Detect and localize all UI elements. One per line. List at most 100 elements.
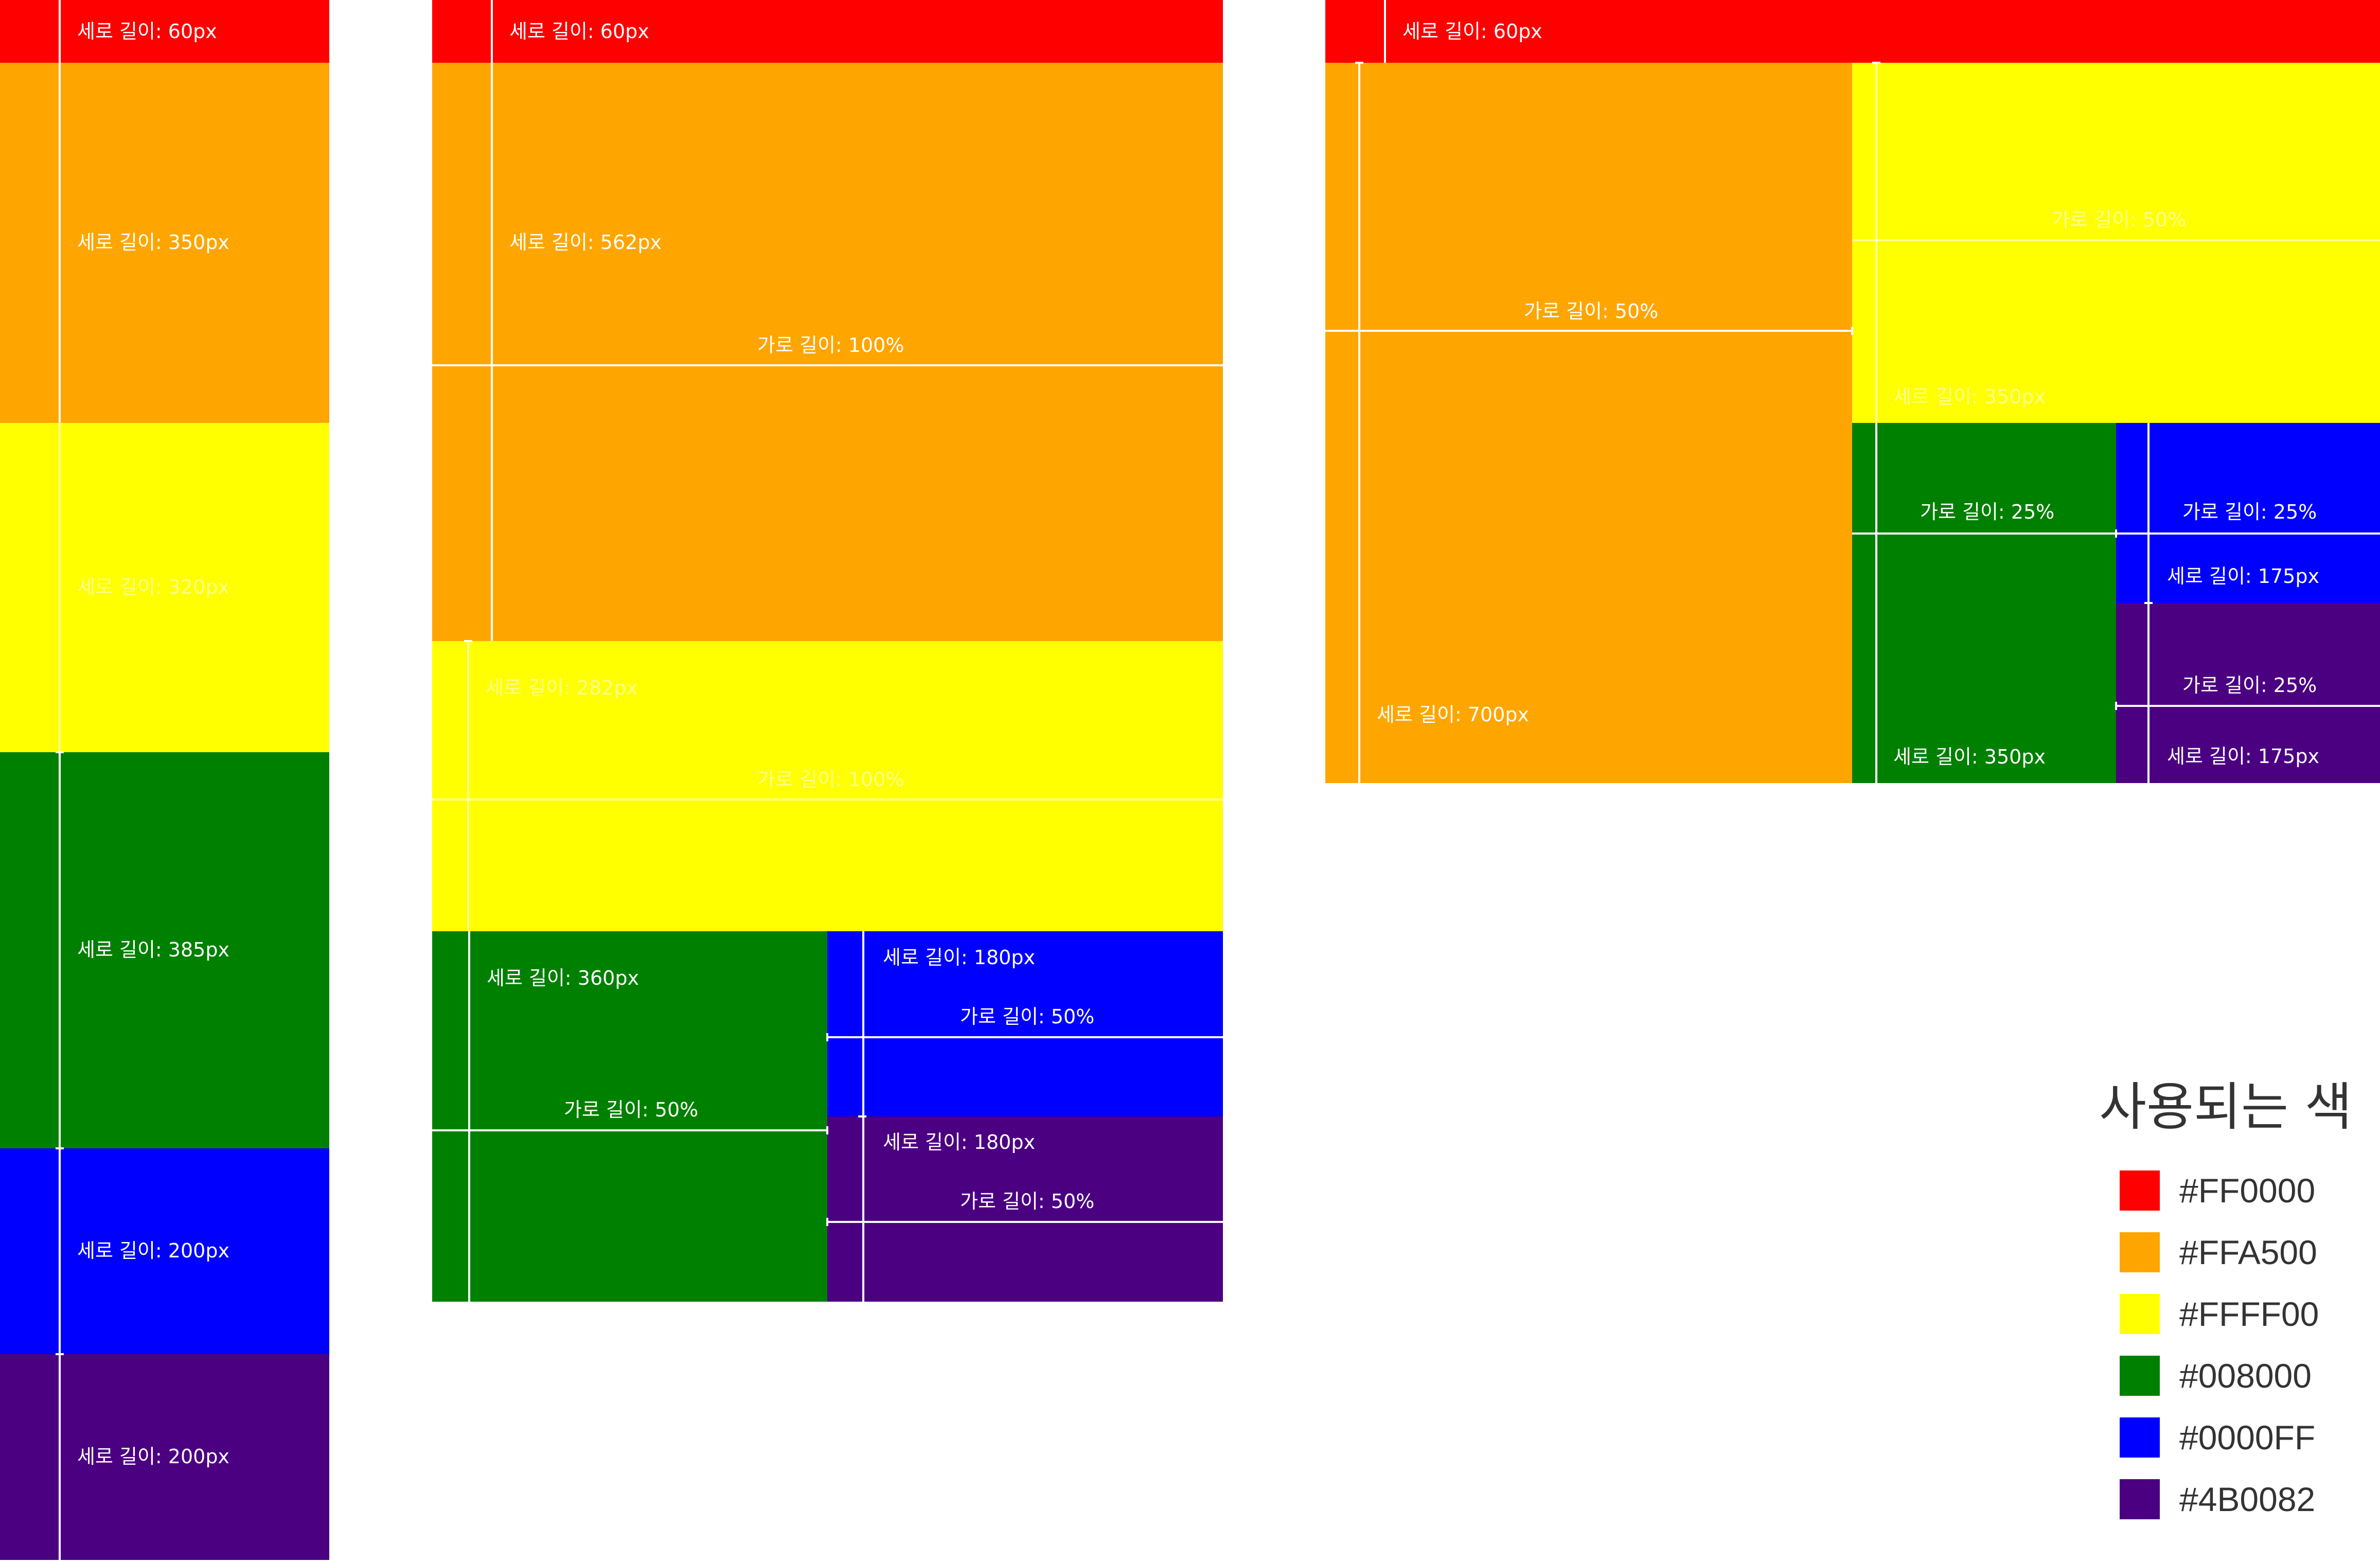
l1-red-measure-line <box>59 0 61 63</box>
l3-orange-width-label: 가로 길이: 50% <box>1524 300 1659 323</box>
legend-hex-yellow: #FFFF00 <box>2179 1295 2319 1333</box>
l2-yellow-height-label: 세로 길이: 282px <box>486 677 638 699</box>
l2-red-block <box>432 0 1223 63</box>
l2-tick <box>826 1033 828 1041</box>
l2-orange-block <box>432 63 1223 641</box>
l2-yellow-width-label: 가로 길이: 100% <box>757 768 904 791</box>
l2-tick <box>826 1218 828 1226</box>
l3-blue-block <box>2116 423 2380 603</box>
l1-blue-measure-line <box>59 1148 61 1354</box>
l3-red-block <box>1325 0 2380 63</box>
l3-tick <box>2115 529 2117 538</box>
l1-tick <box>56 751 64 753</box>
l1-tick <box>56 1353 64 1355</box>
legend-hex-blue: #0000FF <box>2179 1418 2316 1457</box>
l1-indigo-measure-line <box>59 1354 61 1560</box>
l3-indigo-width-line <box>2116 705 2380 707</box>
l3-green-width-line <box>1852 532 2116 535</box>
l2-tick <box>826 1126 828 1134</box>
legend-swatch-blue <box>2120 1417 2160 1458</box>
l3-yellow-measure-line <box>1875 63 1877 423</box>
legend-swatch-green <box>2120 1356 2160 1396</box>
l1-red-block <box>0 0 329 63</box>
l1-blue-height-label: 세로 길이: 200px <box>77 1239 229 1262</box>
l1-green-block <box>0 752 329 1148</box>
l3-tick <box>2144 602 2153 604</box>
l3-green-block <box>1852 423 2116 783</box>
legend-swatch-orange <box>2120 1232 2160 1272</box>
legend-swatch-red <box>2120 1170 2160 1211</box>
l2-blue-height-label: 세로 길이: 180px <box>883 946 1035 969</box>
l1-green-measure-line <box>59 752 61 1148</box>
l2-green-height-label: 세로 길이: 360px <box>487 967 639 989</box>
l2-orange-height-label: 세로 길이: 562px <box>509 231 662 254</box>
l2-yellow-width-line <box>432 798 1223 801</box>
l1-yellow-block <box>0 423 329 752</box>
l2-green-width-line <box>432 1129 827 1131</box>
l2-indigo-block <box>827 1116 1223 1302</box>
legend-swatch-yellow <box>2120 1294 2160 1334</box>
l1-yellow-measure-line <box>59 423 61 752</box>
l1-orange-height-label: 세로 길이: 350px <box>77 231 229 254</box>
l3-blue-width-line <box>2116 532 2380 535</box>
legend-hex-red: #FF0000 <box>2179 1172 2316 1210</box>
l2-indigo-width-label: 가로 길이: 50% <box>960 1190 1095 1213</box>
l3-yellow-width-label: 가로 길이: 50% <box>2052 208 2187 231</box>
l3-blue-height-label: 세로 길이: 175px <box>2167 565 2319 588</box>
l2-green-width-label: 가로 길이: 50% <box>564 1098 699 1121</box>
l1-orange-block <box>0 63 329 423</box>
l3-tick <box>2115 702 2117 710</box>
l3-orange-height-label: 세로 길이: 700px <box>1377 703 1529 726</box>
l2-blue-measure-line <box>862 931 864 1116</box>
l3-green-height-label: 세로 길이: 350px <box>1893 745 2046 768</box>
l3-red-height-label: 세로 길이: 60px <box>1402 20 1542 43</box>
l3-indigo-width-label: 가로 길이: 25% <box>2182 674 2317 697</box>
l3-tick <box>1355 62 1363 64</box>
l3-blue-measure-line <box>2147 423 2150 603</box>
l3-red-measure-line <box>1384 0 1386 63</box>
l2-indigo-width-line <box>827 1221 1223 1223</box>
l1-blue-block <box>0 1148 329 1354</box>
l3-green-measure-line <box>1875 423 1877 783</box>
l2-orange-measure-line <box>491 63 493 641</box>
l3-green-width-label: 가로 길이: 25% <box>1920 501 2055 523</box>
legend-hex-orange: #FFA500 <box>2179 1233 2317 1271</box>
l2-tick <box>464 640 472 642</box>
l3-indigo-measure-line <box>2147 603 2150 783</box>
l3-tick <box>1851 327 1853 335</box>
l1-red-height-label: 세로 길이: 60px <box>77 20 217 43</box>
l3-orange-measure-line <box>1358 63 1360 783</box>
l3-indigo-block <box>2116 603 2380 783</box>
l3-tick <box>1872 62 1880 64</box>
l1-green-height-label: 세로 길이: 385px <box>77 938 229 961</box>
legend-hex-green: #008000 <box>2179 1357 2312 1395</box>
l2-blue-block <box>827 931 1223 1116</box>
l2-blue-width-line <box>827 1036 1223 1038</box>
l2-yellow-measure-line <box>467 641 469 931</box>
l2-orange-width-label: 가로 길이: 100% <box>757 334 904 357</box>
l1-indigo-height-label: 세로 길이: 200px <box>77 1445 229 1468</box>
l2-red-measure-line <box>491 0 493 63</box>
legend-swatch-indigo <box>2120 1479 2160 1519</box>
l3-yellow-width-line <box>1852 239 2380 241</box>
l1-tick <box>56 1147 64 1149</box>
l2-blue-width-label: 가로 길이: 50% <box>960 1005 1095 1028</box>
l2-red-height-label: 세로 길이: 60px <box>509 20 649 43</box>
l2-indigo-measure-line <box>862 1116 864 1302</box>
l3-yellow-block <box>1852 63 2380 423</box>
l3-orange-block <box>1325 63 1852 783</box>
l1-indigo-block <box>0 1354 329 1560</box>
l2-indigo-height-label: 세로 길이: 180px <box>883 1131 1035 1153</box>
l2-green-block <box>432 931 827 1302</box>
l3-blue-width-label: 가로 길이: 25% <box>2182 501 2317 523</box>
l1-yellow-height-label: 세로 길이: 320px <box>77 576 229 598</box>
l3-indigo-height-label: 세로 길이: 175px <box>2167 745 2319 768</box>
legend-title: 사용되는 색 <box>2099 1077 2352 1137</box>
l2-yellow-block <box>432 641 1223 931</box>
l3-orange-width-line <box>1325 330 1852 332</box>
l2-tick <box>858 1115 866 1117</box>
l3-yellow-height-label: 세로 길이: 350px <box>1893 385 2046 408</box>
legend-hex-indigo: #4B0082 <box>2179 1480 2316 1518</box>
l2-green-measure-line <box>468 931 470 1302</box>
l1-orange-measure-line <box>59 63 61 423</box>
